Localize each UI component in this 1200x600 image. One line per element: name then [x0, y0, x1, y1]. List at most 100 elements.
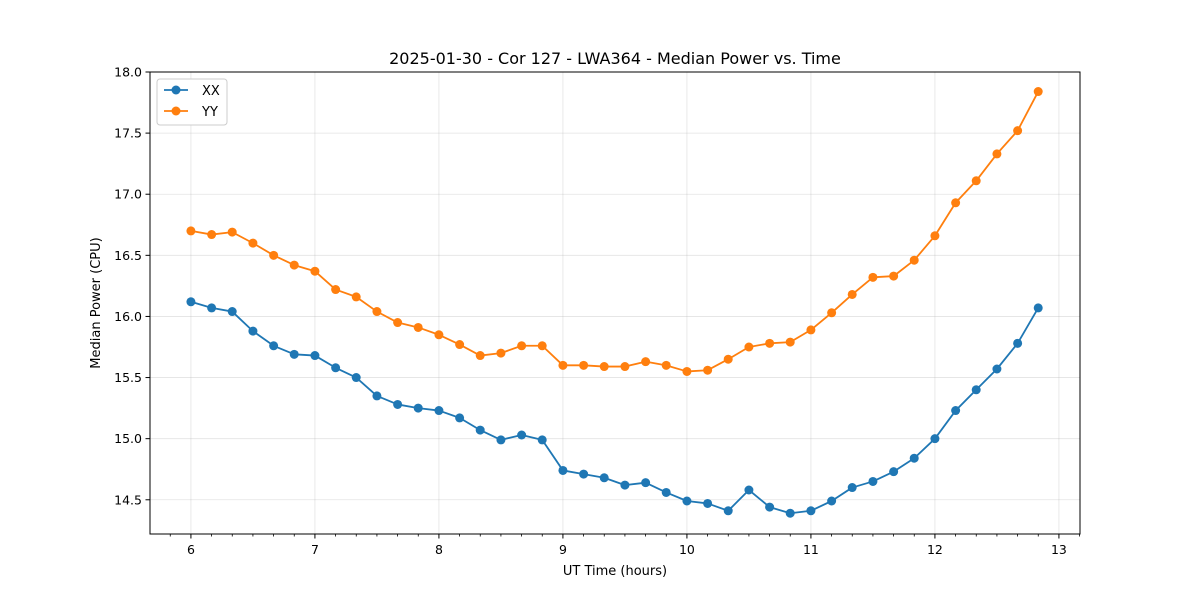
legend-xx-marker: [171, 85, 181, 95]
data-point-xx: [331, 363, 341, 373]
data-point-xx: [310, 351, 320, 361]
y-tick-label: 15.0: [114, 431, 142, 446]
data-point-yy: [496, 348, 506, 358]
y-tick-label: 17.0: [114, 187, 142, 202]
data-point-xx: [558, 465, 568, 475]
data-point-yy: [227, 227, 237, 237]
data-point-yy: [889, 271, 899, 281]
data-point-xx: [186, 297, 196, 307]
x-tick-label: 10: [679, 542, 695, 557]
data-point-xx: [703, 498, 713, 508]
data-point-xx: [868, 476, 878, 486]
data-point-yy: [289, 260, 299, 270]
data-point-xx: [434, 406, 444, 416]
y-tick-label: 15.5: [114, 370, 142, 385]
data-point-yy: [599, 362, 609, 372]
data-point-xx: [599, 473, 609, 483]
data-point-yy: [806, 325, 816, 335]
grid-layer: [150, 71, 1080, 534]
data-point-xx: [971, 385, 981, 395]
data-point-yy: [537, 341, 547, 351]
data-point-yy: [248, 238, 258, 248]
data-point-yy: [207, 230, 217, 240]
data-point-xx: [806, 506, 816, 516]
data-point-yy: [765, 338, 775, 348]
x-tick-label: 11: [803, 542, 819, 557]
data-point-xx: [207, 303, 217, 313]
plot-frame: [149, 71, 1081, 535]
series-layer: [186, 87, 1043, 518]
data-point-yy: [186, 226, 196, 236]
data-point-yy: [930, 231, 940, 241]
data-point-yy: [351, 292, 361, 302]
x-tick-label: 9: [559, 542, 567, 557]
data-point-xx: [413, 403, 423, 413]
y-tick-label: 16.5: [114, 248, 142, 263]
data-point-yy: [1033, 87, 1043, 97]
data-point-yy: [1013, 126, 1023, 136]
data-point-yy: [269, 250, 279, 260]
data-point-yy: [909, 255, 919, 265]
data-point-yy: [372, 307, 382, 317]
data-point-yy: [393, 318, 403, 328]
y-tick-label: 18.0: [114, 65, 142, 80]
x-tick-label: 6: [187, 542, 195, 557]
data-point-yy: [434, 330, 444, 340]
data-point-yy: [455, 340, 465, 350]
data-point-xx: [661, 487, 671, 497]
tick-layer: 6 7 8 9 10 11 12 13 14.5 15.0 15.5 16.0 16.5 17.0 17.5…: [114, 65, 1080, 557]
data-point-yy: [475, 351, 485, 361]
data-point-xx: [951, 406, 961, 416]
data-point-yy: [951, 198, 961, 208]
data-point-xx: [785, 508, 795, 518]
chart-title: 2025-01-30 - Cor 127 - LWA364 - Median P…: [389, 49, 841, 68]
data-point-yy: [517, 341, 527, 351]
data-point-xx: [744, 485, 754, 495]
data-point-xx: [496, 435, 506, 445]
data-point-yy: [703, 365, 713, 375]
legend-xx-label: XX: [202, 84, 220, 99]
data-point-xx: [847, 483, 857, 493]
data-point-xx: [393, 399, 403, 409]
y-tick-label: 14.5: [114, 492, 142, 507]
data-point-yy: [641, 357, 651, 367]
legend: XX YY: [156, 78, 228, 126]
data-point-xx: [289, 349, 299, 359]
data-point-xx: [372, 391, 382, 401]
data-point-xx: [455, 413, 465, 423]
data-point-xx: [537, 435, 547, 445]
legend-yy-marker: [171, 106, 181, 116]
data-point-yy: [868, 272, 878, 282]
data-point-xx: [351, 373, 361, 383]
data-point-yy: [579, 360, 589, 370]
data-point-yy: [827, 308, 837, 318]
data-point-xx: [909, 453, 919, 463]
y-tick-label: 16.0: [114, 309, 142, 324]
data-point-yy: [661, 360, 671, 370]
data-point-yy: [971, 176, 981, 186]
data-point-yy: [785, 337, 795, 347]
x-tick-label: 13: [1051, 542, 1067, 557]
x-tick-label: 7: [311, 542, 319, 557]
x-tick-label: 12: [927, 542, 943, 557]
data-point-yy: [620, 362, 630, 372]
x-tick-label: 8: [435, 542, 443, 557]
data-point-yy: [331, 285, 341, 295]
data-point-xx: [641, 478, 651, 488]
data-point-xx: [682, 496, 692, 506]
data-point-xx: [269, 341, 279, 351]
data-point-yy: [744, 342, 754, 352]
data-point-yy: [413, 322, 423, 332]
data-point-xx: [1013, 338, 1023, 348]
data-point-xx: [475, 425, 485, 435]
y-tick-label: 17.5: [114, 126, 142, 141]
data-point-xx: [579, 469, 589, 479]
data-point-xx: [827, 496, 837, 506]
x-axis-label: UT Time (hours): [563, 564, 667, 579]
data-point-yy: [723, 354, 733, 364]
data-point-yy: [310, 266, 320, 276]
data-point-xx: [930, 434, 940, 444]
data-point-yy: [992, 149, 1002, 159]
